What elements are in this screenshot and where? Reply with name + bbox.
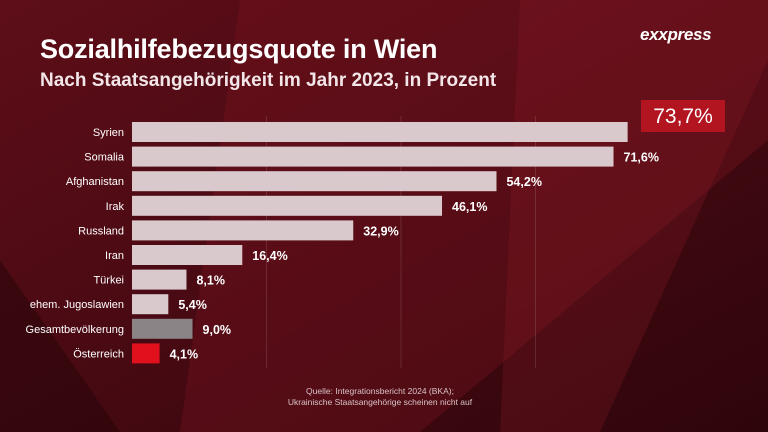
category-label: Syrien xyxy=(93,127,124,139)
category-label: Russland xyxy=(78,225,124,237)
source-line-1: Quelle: Integrationsbericht 2024 (BKA); xyxy=(306,386,454,396)
bar xyxy=(132,195,443,216)
bar xyxy=(132,171,497,192)
bar xyxy=(132,269,187,290)
bar xyxy=(132,245,243,265)
source-line-2: Ukrainische Staatsangehörige scheinen ni… xyxy=(287,397,473,407)
value-label: 9,0% xyxy=(203,323,232,337)
value-label: 71,6% xyxy=(624,151,659,165)
chart-subtitle: Nach Staatsangehörigkeit im Jahr 2023, i… xyxy=(40,70,497,91)
exxpress-logo: exxpress xyxy=(640,25,712,45)
value-label: 46,1% xyxy=(452,200,487,214)
logo-text: exxpress xyxy=(640,25,712,44)
value-label: 73,7% xyxy=(653,105,713,128)
category-label: Somalia xyxy=(84,152,125,164)
value-label: 32,9% xyxy=(363,224,398,238)
source-note: Quelle: Integrationsbericht 2024 (BKA); … xyxy=(200,386,560,408)
bar xyxy=(132,220,354,241)
value-label: 16,4% xyxy=(252,249,287,263)
chart-title: Sozialhilfebezugsquote in Wien xyxy=(40,34,438,64)
category-label: Iran xyxy=(105,250,124,262)
bar xyxy=(132,318,193,339)
highlight-value-box xyxy=(641,100,725,132)
bar xyxy=(132,343,160,364)
bar xyxy=(132,294,169,315)
value-label: 4,1% xyxy=(170,347,199,361)
category-label: Irak xyxy=(106,201,125,213)
value-label: 8,1% xyxy=(196,274,225,288)
category-label: Gesamtbevölkerung xyxy=(26,324,124,336)
category-label: ehem. Jugoslawien xyxy=(30,299,124,311)
bar xyxy=(132,122,628,142)
category-label: Österreich xyxy=(73,348,124,360)
value-label: 5,4% xyxy=(178,298,207,312)
category-label: Türkei xyxy=(93,275,124,287)
value-label: 54,2% xyxy=(506,175,541,189)
category-label: Afghanistan xyxy=(66,176,124,188)
bar xyxy=(132,146,614,167)
